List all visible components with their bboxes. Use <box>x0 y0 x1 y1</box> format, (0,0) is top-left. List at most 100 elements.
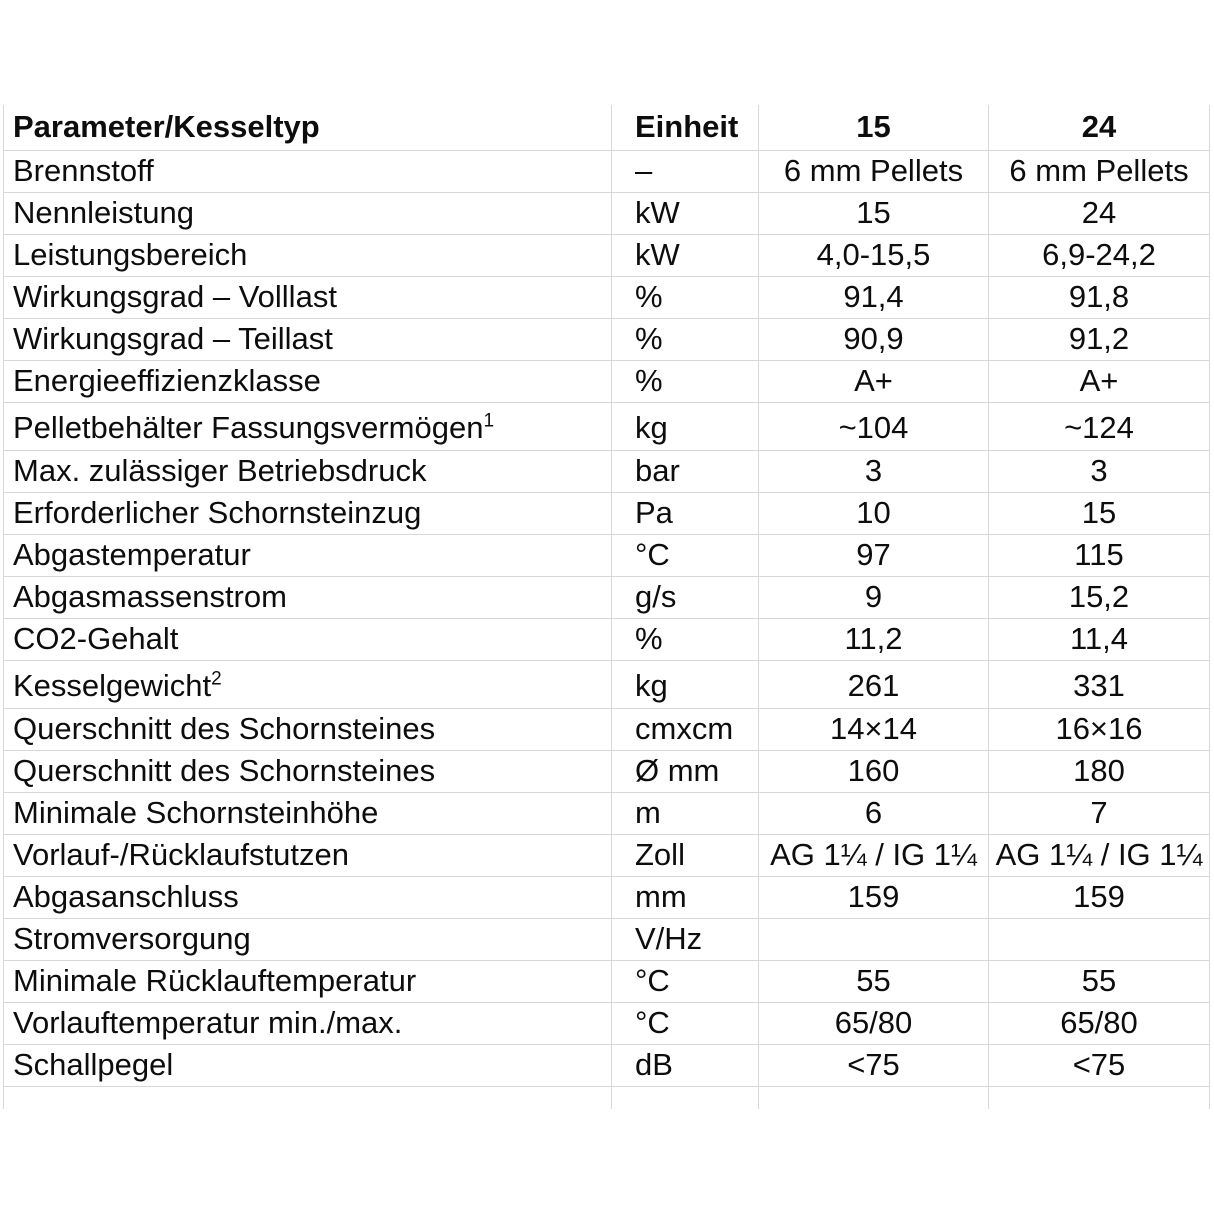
unit-cell: bar <box>611 449 759 493</box>
parameter-label: Abgasmassenstrom <box>13 579 287 614</box>
unit-cell: °C <box>611 533 759 577</box>
value-15-cell: 261 <box>758 659 989 709</box>
parameter-label: Energieeffizienzklasse <box>13 363 321 398</box>
value-24-cell: 91,8 <box>988 275 1210 319</box>
unit-cell: kg <box>611 401 759 451</box>
parameter-label: Querschnitt des Schornsteines <box>13 753 436 788</box>
unit-cell: V/Hz <box>611 917 759 961</box>
value-15-cell: 97 <box>758 533 989 577</box>
value-24-cell: 91,2 <box>988 317 1210 361</box>
value-15-cell <box>758 917 989 961</box>
unit-cell: % <box>611 359 759 403</box>
value-24-cell: 6,9-24,2 <box>988 233 1210 277</box>
parameter-label: Erforderlicher Schornsteinzug <box>13 495 422 530</box>
column-header-model-15: 15 <box>758 105 989 151</box>
value-15-cell: 11,2 <box>758 617 989 661</box>
table-row: Vorlauf-/Rücklaufstutzen Zoll AG 1¼ / IG 1… <box>3 833 1210 877</box>
unit-cell: °C <box>611 1001 759 1045</box>
unit-cell: % <box>611 317 759 361</box>
value-15-cell: 15 <box>758 191 989 235</box>
table-row: Max. zulässiger Betriebsdruck bar 3 3 <box>3 449 1210 493</box>
value-24-cell: 331 <box>988 659 1210 709</box>
table-row: Querschnitt des Schornsteines Ø mm 160 180 <box>3 749 1210 793</box>
unit-cell: g/s <box>611 575 759 619</box>
parameter-cell: Stromversorgung <box>3 917 612 961</box>
parameter-cell: Max. zulässiger Betriebsdruck <box>3 449 612 493</box>
empty-cell <box>611 1085 759 1109</box>
parameter-label: CO2-Gehalt <box>13 621 179 656</box>
parameter-cell: Nennleistung <box>3 191 612 235</box>
table-row: Nennleistung kW 15 24 <box>3 191 1210 235</box>
value-24-cell: ~124 <box>988 401 1210 451</box>
table-row: Leistungsbereich kW 4,0-15,5 6,9-24,2 <box>3 233 1210 277</box>
unit-cell: kW <box>611 191 759 235</box>
header-row: Parameter/Kesseltyp Einheit 15 24 <box>3 105 1210 151</box>
value-15-cell: 9 <box>758 575 989 619</box>
value-15-cell: <75 <box>758 1043 989 1087</box>
parameter-cell: Abgastemperatur <box>3 533 612 577</box>
parameter-cell: Minimale Schornsteinhöhe <box>3 791 612 835</box>
value-15-cell: 65/80 <box>758 1001 989 1045</box>
parameter-label: Wirkungsgrad – Volllast <box>13 279 337 314</box>
unit-cell: dB <box>611 1043 759 1087</box>
value-24-cell <box>988 917 1210 961</box>
parameter-cell: Brennstoff <box>3 149 612 193</box>
table-row: Wirkungsgrad – Volllast% 91,4 91,8 <box>3 275 1210 319</box>
unit-cell: – <box>611 149 759 193</box>
footnote-marker: 2 <box>211 668 222 690</box>
unit-cell: % <box>611 617 759 661</box>
value-24-cell: 11,4 <box>988 617 1210 661</box>
empty-cell <box>988 1085 1210 1109</box>
parameter-cell: Wirkungsgrad – Teillast <box>3 317 612 361</box>
value-15-cell: 10 <box>758 491 989 535</box>
table-row: Stromversorgung V/Hz <box>3 917 1210 961</box>
parameter-label: Minimale Schornsteinhöhe <box>13 795 379 830</box>
table-row: Abgasanschluss mm 159 159 <box>3 875 1210 919</box>
value-15-cell: 159 <box>758 875 989 919</box>
parameter-label: Vorlauftemperatur min./max. <box>13 1005 403 1040</box>
value-24-cell: A+ <box>988 359 1210 403</box>
parameter-cell: CO2-Gehalt <box>3 617 612 661</box>
value-24-cell: 159 <box>988 875 1210 919</box>
parameter-cell: Querschnitt des Schornsteines <box>3 749 612 793</box>
table-row: Abgasmassenstrom g/s 9 15,2 <box>3 575 1210 619</box>
value-24-cell: AG 1¼ / IG 1¼ <box>988 833 1210 877</box>
unit-cell: % <box>611 275 759 319</box>
value-24-cell: 15 <box>988 491 1210 535</box>
empty-stub-row <box>3 1085 1210 1109</box>
footnote-marker: 1 <box>483 410 495 432</box>
column-header-unit: Einheit <box>611 105 759 151</box>
parameter-cell: Leistungsbereich <box>3 233 612 277</box>
value-24-cell: 65/80 <box>988 1001 1210 1045</box>
value-15-cell: ~104 <box>758 401 989 451</box>
parameter-cell: Vorlauftemperatur min./max. <box>3 1001 612 1045</box>
table-row: Pelletbehälter Fassungsvermögen1 kg ~104 ~1… <box>3 401 1210 451</box>
unit-cell: Pa <box>611 491 759 535</box>
unit-cell: kg <box>611 659 759 709</box>
value-15-cell: 14×14 <box>758 707 989 751</box>
parameter-cell: Querschnitt des Schornsteines <box>3 707 612 751</box>
value-24-cell: 15,2 <box>988 575 1210 619</box>
unit-cell: °C <box>611 959 759 1003</box>
table-row: Brennstoff –6 mm Pellets 6 mm Pellets <box>3 149 1210 193</box>
empty-cell <box>758 1085 989 1109</box>
value-15-cell: 55 <box>758 959 989 1003</box>
parameter-label: Wirkungsgrad – Teillast <box>13 321 333 356</box>
value-15-cell: A+ <box>758 359 989 403</box>
unit-cell: Ø mm <box>611 749 759 793</box>
unit-cell: Zoll <box>611 833 759 877</box>
parameter-cell: Abgasmassenstrom <box>3 575 612 619</box>
unit-cell: m <box>611 791 759 835</box>
parameter-label: Pelletbehälter Fassungsvermögen <box>13 409 484 445</box>
table-row: Erforderlicher Schornsteinzug Pa 10 15 <box>3 491 1210 535</box>
table-row: Vorlauftemperatur min./max. °C 65/80 65/80 <box>3 1001 1210 1045</box>
parameter-cell: Pelletbehälter Fassungsvermögen1 <box>3 401 612 451</box>
parameter-cell: Erforderlicher Schornsteinzug <box>3 491 612 535</box>
parameter-label: Schallpegel <box>13 1047 174 1082</box>
value-24-cell: 180 <box>988 749 1210 793</box>
parameter-label: Leistungsbereich <box>13 237 248 272</box>
unit-cell: kW <box>611 233 759 277</box>
parameter-label: Minimale Rücklauftemperatur <box>13 963 417 998</box>
table-row: Querschnitt des Schornsteines cmxcm 14×14 1… <box>3 707 1210 751</box>
value-15-cell: 4,0-15,5 <box>758 233 989 277</box>
